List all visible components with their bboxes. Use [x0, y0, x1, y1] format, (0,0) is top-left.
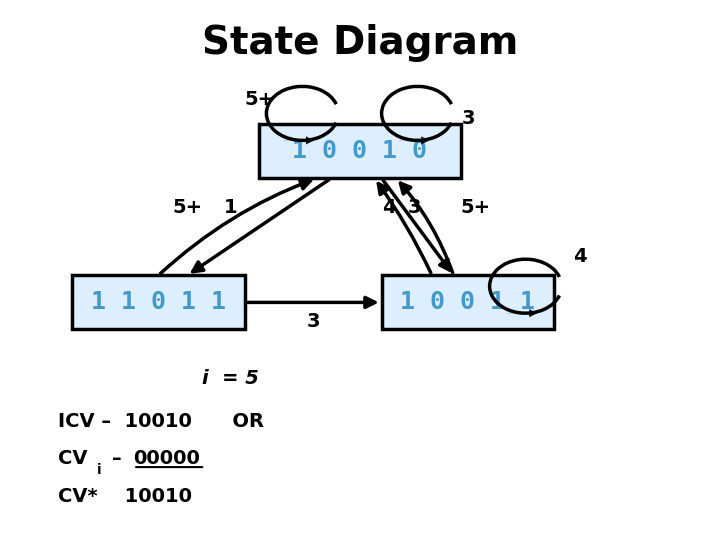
Text: 4: 4 — [382, 198, 395, 218]
Text: i: i — [97, 463, 102, 477]
Text: 5+: 5+ — [460, 198, 490, 218]
Text: –: – — [112, 449, 135, 469]
Text: 1: 1 — [224, 198, 237, 218]
FancyBboxPatch shape — [382, 275, 554, 329]
Text: 1 0 0 1 1: 1 0 0 1 1 — [400, 291, 536, 314]
Text: CV*    10010: CV* 10010 — [58, 487, 192, 507]
Text: CV: CV — [58, 449, 87, 469]
Text: 3: 3 — [307, 312, 320, 331]
Text: 5+: 5+ — [244, 90, 274, 110]
Text: 3: 3 — [408, 198, 420, 218]
Text: 5+: 5+ — [172, 198, 202, 218]
Text: 1 1 0 1 1: 1 1 0 1 1 — [91, 291, 226, 314]
Text: 4: 4 — [573, 247, 586, 266]
Text: ICV –  10010      OR: ICV – 10010 OR — [58, 411, 264, 431]
Text: 00000: 00000 — [133, 449, 200, 469]
Text: i  = 5: i = 5 — [202, 368, 258, 388]
FancyBboxPatch shape — [259, 124, 461, 178]
Text: 3: 3 — [462, 109, 474, 129]
FancyBboxPatch shape — [72, 275, 245, 329]
Text: State Diagram: State Diagram — [202, 24, 518, 62]
Text: 1 0 0 1 0: 1 0 0 1 0 — [292, 139, 428, 163]
